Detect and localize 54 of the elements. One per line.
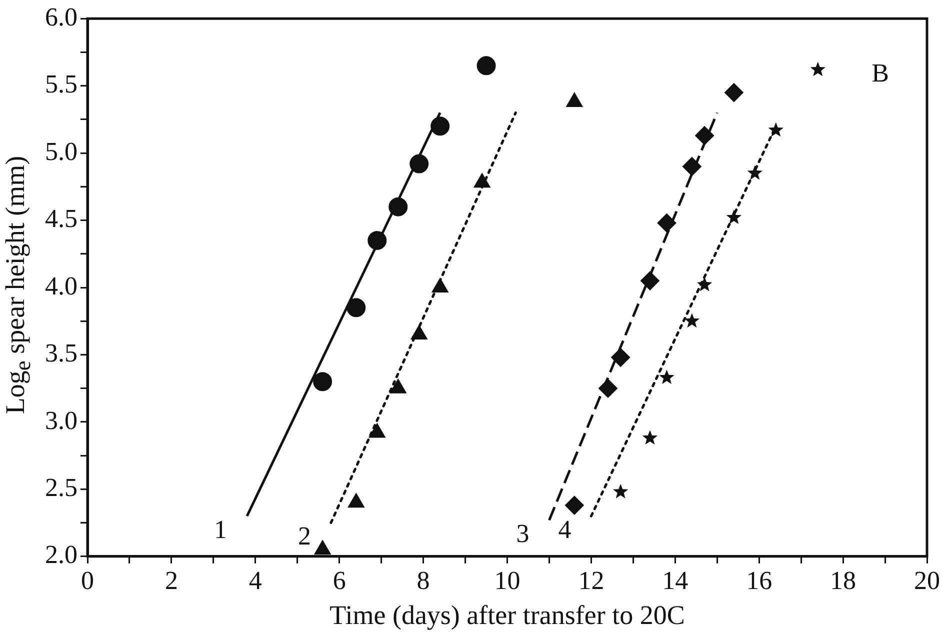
x-tick-label: 8	[416, 566, 430, 595]
point	[768, 122, 784, 137]
annotation: B	[872, 58, 889, 88]
annotation: 3	[516, 518, 530, 548]
x-tick-label: 16	[746, 566, 772, 595]
point	[410, 154, 429, 174]
point	[684, 313, 700, 328]
point	[695, 126, 714, 146]
y-tick-label: 4.5	[45, 204, 78, 234]
point	[657, 213, 676, 232]
point	[726, 210, 742, 224]
point	[314, 540, 331, 555]
point	[659, 370, 674, 384]
point	[313, 372, 332, 392]
point	[724, 83, 744, 102]
point	[430, 116, 450, 136]
x-tick-label: 2	[164, 566, 178, 595]
annotation: 2	[298, 522, 311, 551]
point	[640, 271, 660, 290]
point	[682, 156, 702, 176]
point	[368, 230, 387, 250]
annotation: 4	[558, 514, 572, 544]
point	[388, 197, 408, 216]
x-tick-label: 20	[914, 566, 940, 595]
x-tick-label: 18	[830, 566, 856, 595]
point	[642, 430, 658, 445]
point	[476, 56, 496, 76]
y-tick-label: 2.5	[45, 473, 78, 502]
y-tick-label: 2.0	[45, 540, 78, 570]
y-tick-label: 5.5	[45, 70, 78, 99]
point	[612, 484, 628, 498]
x-tick-label: 10	[494, 566, 520, 595]
x-axis-title: Time (days) after transfer to 20C	[330, 600, 685, 630]
y-tick-label: 4.0	[45, 271, 78, 300]
point	[346, 298, 366, 318]
point	[611, 348, 630, 367]
x-tick-label: 6	[332, 566, 346, 595]
point	[598, 378, 618, 398]
point	[747, 165, 763, 180]
y-tick-label: 3.5	[45, 338, 78, 368]
point	[368, 423, 386, 438]
point	[410, 325, 428, 340]
point	[348, 493, 364, 508]
x-tick-label: 0	[81, 566, 94, 595]
point	[564, 496, 584, 515]
x-tick-label: 12	[578, 566, 604, 595]
point	[696, 276, 712, 292]
x-tick-label: 14	[662, 566, 688, 595]
annotation: 1	[214, 514, 228, 544]
x-tick-label: 4	[248, 566, 262, 595]
y-tick-label: 5.0	[45, 136, 78, 166]
y-tick-label: 3.0	[45, 406, 78, 435]
y-tick-label: 6.0	[45, 2, 78, 32]
point	[810, 62, 826, 76]
